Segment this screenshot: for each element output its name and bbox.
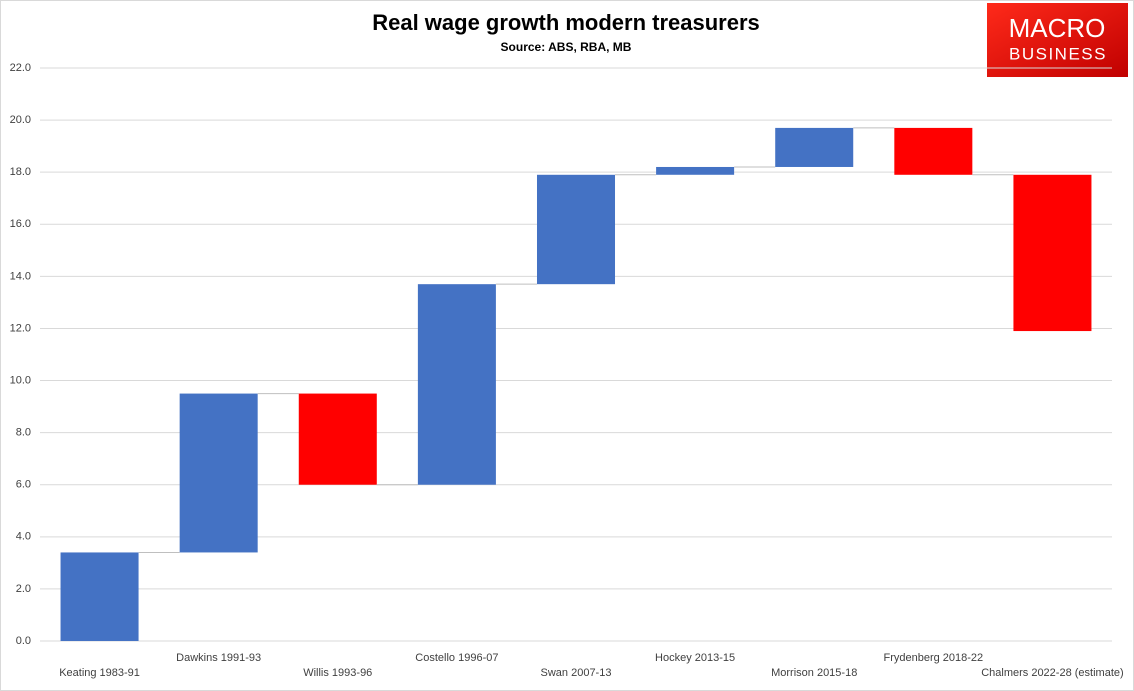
y-tick-label: 4.0 (16, 531, 31, 543)
x-tick-label: Dawkins 1991-93 (176, 652, 261, 664)
logo-line1: MACRO (1009, 13, 1106, 43)
y-tick-label: 2.0 (16, 583, 31, 595)
bar (656, 166, 735, 175)
logo-line2: BUSINESS (1009, 44, 1107, 63)
y-tick-label: 8.0 (16, 427, 31, 439)
x-tick-label: Morrison 2015-18 (771, 667, 857, 679)
x-tick-label: Swan 2007-13 (541, 667, 612, 679)
logo-box (987, 3, 1128, 77)
bar (536, 174, 616, 285)
y-tick-label: 20.0 (10, 114, 31, 126)
x-tick-label: Hockey 2013-15 (655, 652, 735, 664)
bar (179, 393, 258, 553)
y-tick-label: 10.0 (10, 374, 31, 386)
bar (417, 284, 496, 485)
bar (298, 393, 377, 485)
chart-subtitle: Source: ABS, RBA, MB (501, 40, 632, 54)
x-tick-label: Costello 1996-07 (415, 652, 498, 664)
bar (775, 127, 854, 167)
y-tick-label: 16.0 (10, 218, 31, 230)
x-tick-label: Chalmers 2022-28 (estimate) (981, 667, 1123, 679)
x-tick-label: Keating 1983-91 (59, 667, 140, 679)
x-tick-label: Frydenberg 2018-22 (883, 652, 983, 664)
y-tick-label: 12.0 (10, 322, 31, 334)
bar (60, 552, 139, 641)
y-tick-label: 6.0 (16, 479, 31, 491)
y-tick-label: 14.0 (10, 270, 31, 282)
x-tick-label: Willis 1993-96 (303, 667, 372, 679)
y-tick-label: 0.0 (16, 635, 31, 647)
y-tick-label: 22.0 (10, 62, 31, 74)
y-tick-label: 18.0 (10, 166, 31, 178)
chart-title: Real wage growth modern treasurers (372, 10, 760, 35)
bar (894, 127, 973, 175)
bar (1013, 174, 1092, 332)
